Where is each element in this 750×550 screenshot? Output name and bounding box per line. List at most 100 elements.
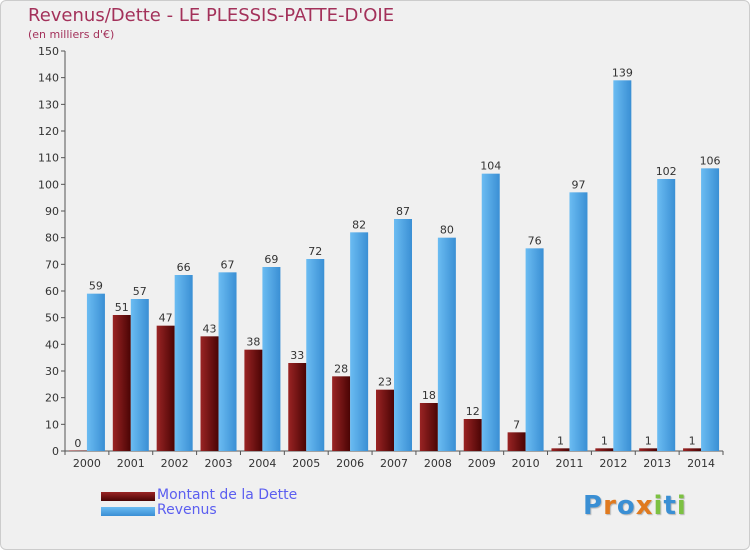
data-labels: 0 59 51 57 47 66 43 67 38 69 33 72 28 82 23 87 18 80 12 104… xyxy=(74,66,720,450)
y-tick-label: 60 xyxy=(45,285,59,298)
y-tick-label: 20 xyxy=(45,392,59,405)
bar-revenue xyxy=(306,259,325,451)
bar-debt xyxy=(551,448,570,451)
x-tick-label: 2014 xyxy=(687,457,715,470)
y-tick-label: 120 xyxy=(38,125,59,138)
y-tick-label: 150 xyxy=(38,45,59,58)
data-label-revenue: 97 xyxy=(571,178,585,191)
bar-debt xyxy=(244,349,263,451)
x-tick-label: 2004 xyxy=(248,457,276,470)
bar-debt xyxy=(595,448,614,451)
data-label-debt: 33 xyxy=(290,349,304,362)
bar-debt xyxy=(68,450,87,451)
data-label-debt: 0 xyxy=(74,437,81,450)
y-tick-label: 90 xyxy=(45,205,59,218)
y-tick-label: 50 xyxy=(45,312,59,325)
data-label-revenue: 67 xyxy=(221,258,235,271)
bar-revenue xyxy=(701,168,720,452)
y-tick-label: 10 xyxy=(45,418,59,431)
bar-revenue xyxy=(262,267,281,451)
bar-debt xyxy=(112,315,131,451)
data-label-debt: 1 xyxy=(557,434,564,447)
data-label-revenue: 102 xyxy=(656,165,677,178)
data-label-revenue: 106 xyxy=(700,154,721,167)
logo-letter: i xyxy=(676,491,687,521)
x-tick-label: 2005 xyxy=(292,457,320,470)
legend-swatch-debt xyxy=(101,492,155,501)
legend-swatch-revenue xyxy=(101,507,155,516)
data-label-debt: 1 xyxy=(689,434,696,447)
bar-debt xyxy=(507,432,526,451)
bar-debt xyxy=(639,448,658,451)
bar-revenue xyxy=(657,179,676,451)
data-label-revenue: 80 xyxy=(440,224,454,237)
data-label-debt: 38 xyxy=(246,336,260,349)
legend-label-revenue: Revenus xyxy=(157,502,217,518)
bar-debt xyxy=(332,376,351,451)
proxiti-logo: Proxiti xyxy=(583,491,687,521)
x-tick-label: 2010 xyxy=(512,457,540,470)
x-tick-label: 2001 xyxy=(117,457,145,470)
data-label-revenue: 59 xyxy=(89,280,103,293)
data-label-debt: 1 xyxy=(645,434,652,447)
bar-revenue xyxy=(525,248,544,451)
bar-debt xyxy=(683,448,702,451)
bar-debt xyxy=(156,325,175,451)
data-label-debt: 18 xyxy=(422,389,436,402)
logo-letter: o xyxy=(616,491,636,521)
y-tick-label: 130 xyxy=(38,98,59,111)
y-axis: 0 10 20 30 40 50 60 70 80 90 100 110 120 130 140 150 xyxy=(38,45,66,458)
bar-debt xyxy=(419,403,438,451)
x-tick-label: 2003 xyxy=(205,457,233,470)
y-tick-label: 110 xyxy=(38,152,59,165)
logo-letter: r xyxy=(603,491,617,521)
chart-title: Revenus/Dette - LE PLESSIS-PATTE-D'OIE xyxy=(28,5,395,26)
logo-letter: t xyxy=(663,491,677,521)
bar-revenue xyxy=(218,272,237,451)
y-tick-label: 30 xyxy=(45,365,59,378)
x-tick-label: 2013 xyxy=(643,457,671,470)
bar-revenue xyxy=(481,173,500,451)
x-tick-label: 2006 xyxy=(336,457,364,470)
data-label-revenue: 82 xyxy=(352,218,366,231)
bars xyxy=(68,80,720,452)
data-label-revenue: 69 xyxy=(264,253,278,266)
x-tick-label: 2000 xyxy=(73,457,101,470)
data-label-debt: 12 xyxy=(466,405,480,418)
logo-letter: x xyxy=(635,491,654,521)
data-label-debt: 1 xyxy=(601,434,608,447)
data-label-debt: 47 xyxy=(159,312,173,325)
x-tick-label: 2011 xyxy=(555,457,583,470)
bar-debt xyxy=(463,419,482,451)
bar-debt xyxy=(288,363,307,451)
bar-revenue xyxy=(86,293,105,451)
data-label-debt: 7 xyxy=(513,418,520,431)
data-label-revenue: 57 xyxy=(133,285,147,298)
data-label-debt: 23 xyxy=(378,376,392,389)
data-label-debt: 51 xyxy=(115,301,129,314)
x-axis: 2000 2001 2002 2003 2004 2005 2006 2007 2008 2009… xyxy=(64,450,724,470)
bar-revenue xyxy=(613,80,632,451)
data-label-debt: 28 xyxy=(334,362,348,375)
bar-revenue xyxy=(569,192,588,452)
bar-revenue xyxy=(130,299,149,451)
y-tick-label: 80 xyxy=(45,232,59,245)
bar-revenue xyxy=(174,275,193,451)
x-tick-label: 2008 xyxy=(424,457,452,470)
legend-label-debt: Montant de la Dette xyxy=(157,487,298,503)
bar-debt xyxy=(200,336,219,451)
data-label-revenue: 66 xyxy=(177,261,191,274)
y-tick-label: 70 xyxy=(45,258,59,271)
data-label-revenue: 76 xyxy=(528,234,542,247)
bar-revenue xyxy=(394,219,412,451)
bar-revenue xyxy=(437,237,456,451)
x-tick-label: 2002 xyxy=(161,457,189,470)
x-tick-label: 2009 xyxy=(468,457,496,470)
data-label-revenue: 139 xyxy=(612,66,633,79)
data-label-debt: 43 xyxy=(203,322,217,335)
y-tick-label: 40 xyxy=(45,338,59,351)
y-tick-label: 140 xyxy=(38,72,59,85)
y-tick-label: 100 xyxy=(38,178,59,191)
